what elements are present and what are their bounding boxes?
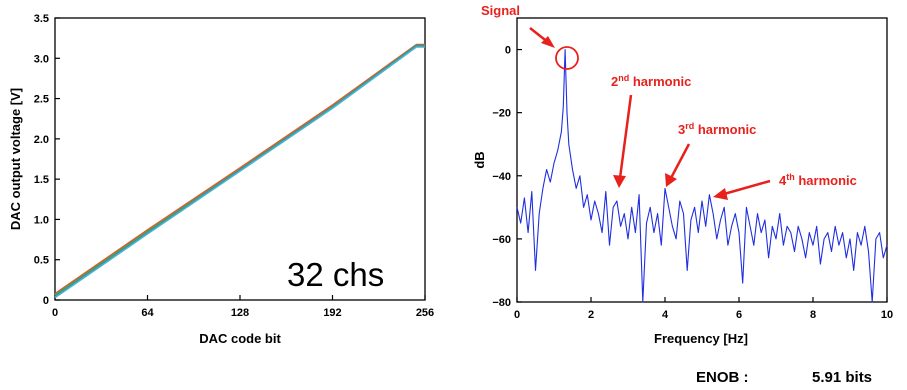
right-y-axis-label: dB (472, 151, 487, 168)
right-x-tick-label: 10 (881, 309, 893, 321)
second-harmonic-annotation: 2nd harmonic (611, 73, 691, 89)
left-y-tick-label: 3.0 (34, 53, 49, 65)
right-series-line-0 (516, 49, 888, 303)
channel-count-annotation: 32 chs (287, 256, 384, 293)
left-x-tick-label: 64 (141, 307, 154, 319)
fft-spectrum-chart: 0 2 4 6 8 10 0 −20 −40 −60 −80 Frequency [Hz] dB S… (472, 3, 893, 346)
left-x-tick-label: 256 (416, 307, 434, 319)
third-harmonic-arrow-head (665, 173, 677, 187)
second-harmonic-arrow-head (613, 175, 626, 188)
third-harmonic-arrow (669, 143, 691, 179)
left-y-tick-label: 0 (43, 295, 49, 307)
right-y-tick-label: 0 (505, 45, 511, 57)
right-x-axis-label: Frequency [Hz] (654, 331, 748, 346)
left-x-tick-label: 0 (52, 307, 58, 319)
left-y-tick-label: 0.5 (34, 255, 49, 267)
right-y-tick-label: −40 (492, 171, 511, 183)
third-harmonic-annotation: 3rd harmonic (678, 121, 756, 137)
dac-transfer-chart: 0 64 128 192 256 0 0.5 1.0 1.5 2.0 2.5 3.0 3.5 DAC c… (8, 13, 434, 346)
signal-annotation: Signal (481, 3, 520, 18)
right-plot-frame (516, 17, 888, 303)
second-harmonic-arrow (618, 94, 633, 179)
signal-arrow-head (541, 36, 555, 48)
left-y-tick-label: 1.0 (34, 214, 49, 226)
right-x-tick-label: 2 (588, 309, 594, 321)
left-x-tick-label: 128 (231, 307, 249, 319)
left-y-tick-label: 1.5 (34, 174, 49, 186)
fourth-harmonic-arrow-head (713, 188, 728, 200)
right-y-tick-label: −20 (492, 108, 511, 120)
right-x-tick-label: 4 (662, 309, 669, 321)
right-x-tick-label: 0 (514, 309, 520, 321)
left-x-axis-label: DAC code bit (199, 331, 281, 346)
left-x-tick-label: 192 (323, 307, 341, 319)
left-y-tick-label: 3.5 (34, 13, 49, 25)
fourth-harmonic-annotation: 4th harmonic (779, 172, 857, 188)
right-y-tick-label: −60 (492, 234, 511, 246)
enob-value: 5.91 bits (812, 369, 872, 386)
signal-peak-marker (555, 46, 579, 70)
left-y-tick-label: 2.5 (34, 94, 49, 106)
right-x-tick-label: 8 (810, 309, 816, 321)
left-y-axis-label: DAC output voltage [V] (8, 88, 23, 230)
fourth-harmonic-arrow (723, 179, 771, 196)
left-series-line-0 (54, 43, 425, 295)
right-y-tick-label: −80 (492, 297, 511, 309)
enob-label: ENOB : (696, 369, 749, 386)
left-y-tick-label: 2.0 (34, 134, 49, 146)
right-x-tick-label: 6 (736, 309, 742, 321)
left-series-line-3 (54, 46, 425, 299)
